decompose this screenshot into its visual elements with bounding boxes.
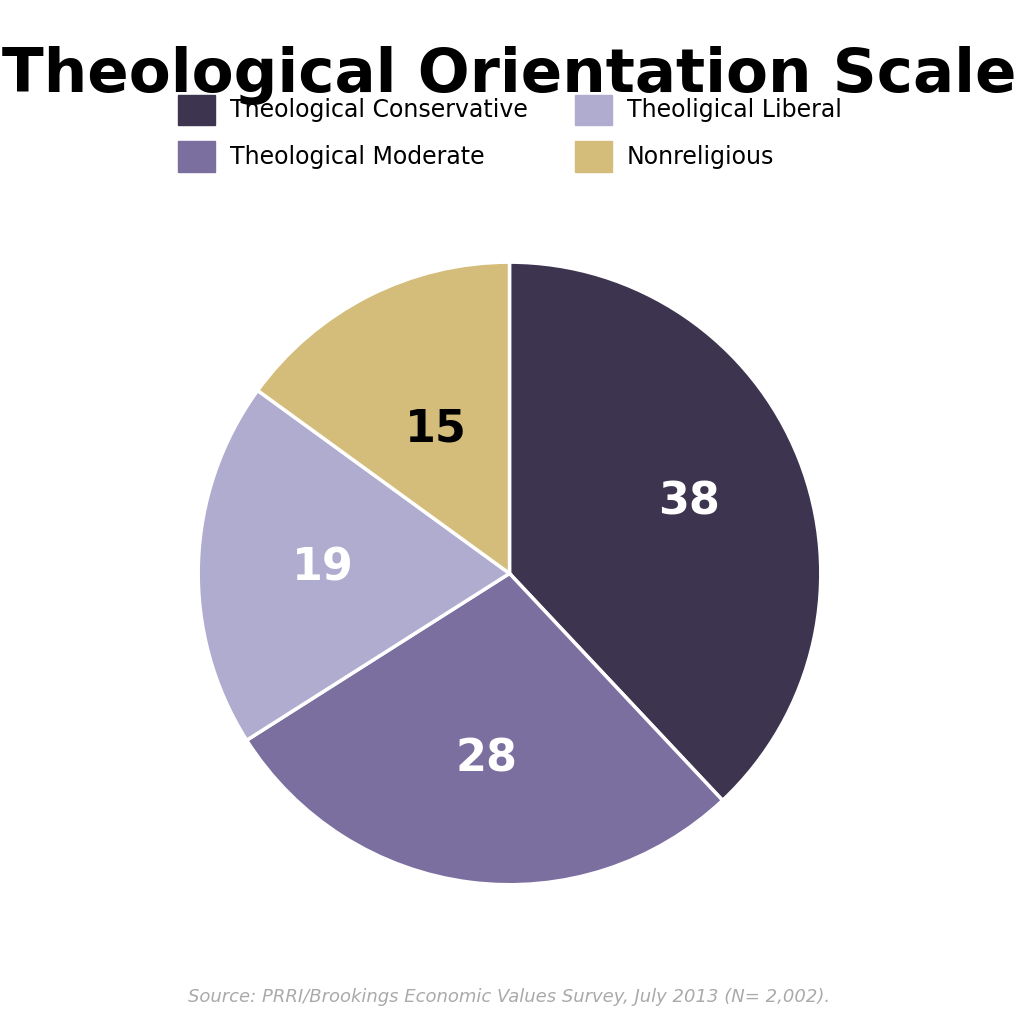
Text: 38: 38 — [658, 481, 719, 524]
Wedge shape — [258, 262, 510, 573]
Wedge shape — [247, 573, 722, 885]
Text: 19: 19 — [291, 546, 354, 589]
Text: 28: 28 — [455, 737, 517, 780]
Legend: Theological Conservative, Theological Moderate, Theoligical Liberal, Nonreligiou: Theological Conservative, Theological Mo… — [177, 94, 842, 172]
Wedge shape — [199, 390, 510, 740]
Text: Theological Orientation Scale: Theological Orientation Scale — [2, 46, 1017, 105]
Wedge shape — [510, 262, 820, 801]
Text: 15: 15 — [406, 408, 467, 451]
Text: Source: PRRI/Brookings Economic Values Survey, July 2013 (N= 2,002).: Source: PRRI/Brookings Economic Values S… — [189, 987, 830, 1006]
